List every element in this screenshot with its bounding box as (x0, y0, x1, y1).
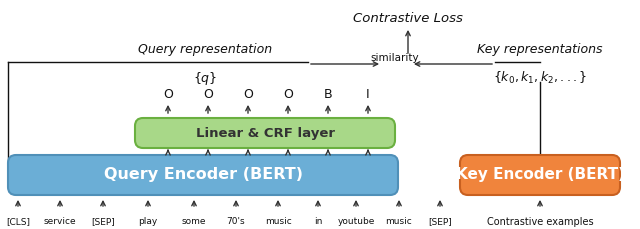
Text: [SEP]: [SEP] (91, 218, 115, 226)
Text: O: O (243, 87, 253, 101)
Text: [SEP]: [SEP] (428, 218, 452, 226)
Text: music: music (264, 218, 291, 226)
Text: [CLS]: [CLS] (6, 218, 30, 226)
Text: I: I (366, 87, 370, 101)
Text: Contrastive examples: Contrastive examples (486, 217, 593, 227)
Text: B: B (324, 87, 332, 101)
Text: Query representation: Query representation (138, 43, 272, 56)
Text: O: O (163, 87, 173, 101)
Text: Linear & CRF layer: Linear & CRF layer (195, 126, 335, 139)
Text: in: in (314, 218, 322, 226)
Text: $\{k_0,k_1,k_2,...\}$: $\{k_0,k_1,k_2,...\}$ (493, 70, 587, 86)
Text: Query Encoder (BERT): Query Encoder (BERT) (104, 167, 303, 183)
Text: youtube: youtube (337, 218, 374, 226)
Text: $\{q\}$: $\{q\}$ (193, 70, 217, 87)
FancyBboxPatch shape (135, 118, 395, 148)
Text: Key Encoder (BERT): Key Encoder (BERT) (456, 167, 625, 183)
Text: Key representations: Key representations (477, 43, 603, 56)
Text: similarity: similarity (371, 53, 419, 63)
FancyBboxPatch shape (8, 155, 398, 195)
Text: 70's: 70's (227, 218, 245, 226)
Text: O: O (203, 87, 213, 101)
Text: play: play (138, 218, 157, 226)
Text: some: some (182, 218, 206, 226)
Text: music: music (386, 218, 412, 226)
Text: O: O (283, 87, 293, 101)
Text: Contrastive Loss: Contrastive Loss (353, 12, 463, 25)
Text: service: service (44, 218, 76, 226)
FancyBboxPatch shape (460, 155, 620, 195)
